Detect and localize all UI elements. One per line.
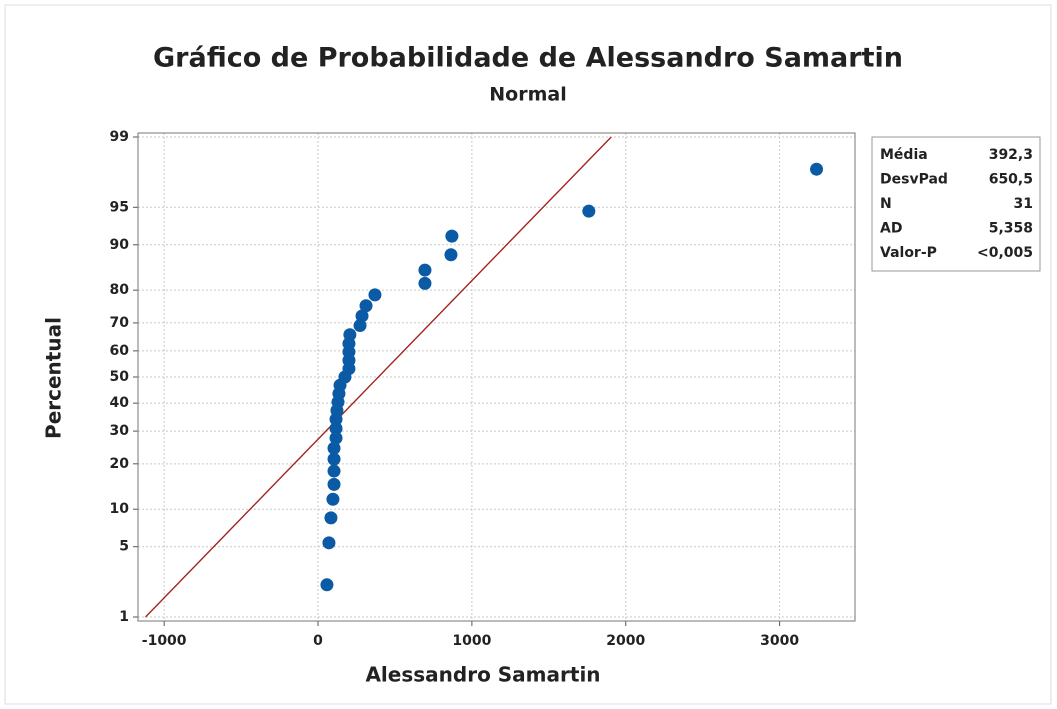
data-point <box>326 492 340 506</box>
stat-value: <0,005 <box>977 245 1033 261</box>
x-tick-label: 0 <box>313 633 323 649</box>
y-tick-label: 10 <box>110 501 130 517</box>
x-axis-label: Alessandro Samartin <box>365 663 600 687</box>
data-point <box>327 452 341 466</box>
data-point <box>359 299 373 313</box>
y-tick-label: 1 <box>119 609 129 625</box>
x-tick-label: 3000 <box>760 633 799 649</box>
x-tick-label: -1000 <box>142 633 187 649</box>
x-tick-label: 1000 <box>452 633 491 649</box>
data-point <box>327 464 341 478</box>
data-point <box>368 288 382 302</box>
chart-title: Gráfico de Probabilidade de Alessandro S… <box>153 43 903 74</box>
data-point <box>445 229 459 243</box>
data-point <box>355 309 369 323</box>
data-point <box>324 511 338 525</box>
stat-name: AD <box>880 221 902 237</box>
data-point <box>343 328 357 342</box>
chart-subtitle: Normal <box>489 84 566 106</box>
stat-value: 31 <box>1014 196 1033 212</box>
y-axis-label: Percentual <box>42 317 66 439</box>
y-tick-label: 50 <box>110 369 130 385</box>
outer-frame <box>4 4 1052 705</box>
y-tick-label: 70 <box>110 315 130 331</box>
fit-line <box>145 136 612 618</box>
plot-frame <box>137 132 856 622</box>
y-tick-label: 40 <box>110 395 130 411</box>
data-point <box>327 477 341 491</box>
stat-value: 392,3 <box>989 147 1033 163</box>
y-tick-label: 80 <box>110 282 130 298</box>
data-point <box>582 204 596 218</box>
data-point <box>329 421 343 435</box>
stat-name: N <box>880 196 892 212</box>
y-tick-label: 95 <box>110 199 129 215</box>
data-point <box>322 536 336 550</box>
data-point <box>329 431 343 445</box>
stats-box <box>871 136 1041 272</box>
data-point <box>320 578 334 592</box>
data-point <box>327 441 341 455</box>
stat-name: Valor-P <box>880 245 937 261</box>
y-tick-label: 99 <box>110 129 129 145</box>
y-tick-label: 60 <box>110 343 130 359</box>
stat-value: 650,5 <box>989 172 1033 188</box>
data-point <box>418 263 432 277</box>
y-tick-label: 30 <box>110 423 130 439</box>
y-tick-label: 20 <box>110 456 130 472</box>
stat-value: 5,358 <box>989 221 1033 237</box>
data-point <box>810 162 824 176</box>
stat-name: Média <box>880 147 928 163</box>
data-point <box>418 276 432 290</box>
y-tick-label: 90 <box>110 237 130 253</box>
stat-name: DesvPad <box>880 172 948 188</box>
y-tick-label: 5 <box>119 539 129 555</box>
data-point <box>444 248 458 262</box>
x-tick-label: 2000 <box>606 633 645 649</box>
